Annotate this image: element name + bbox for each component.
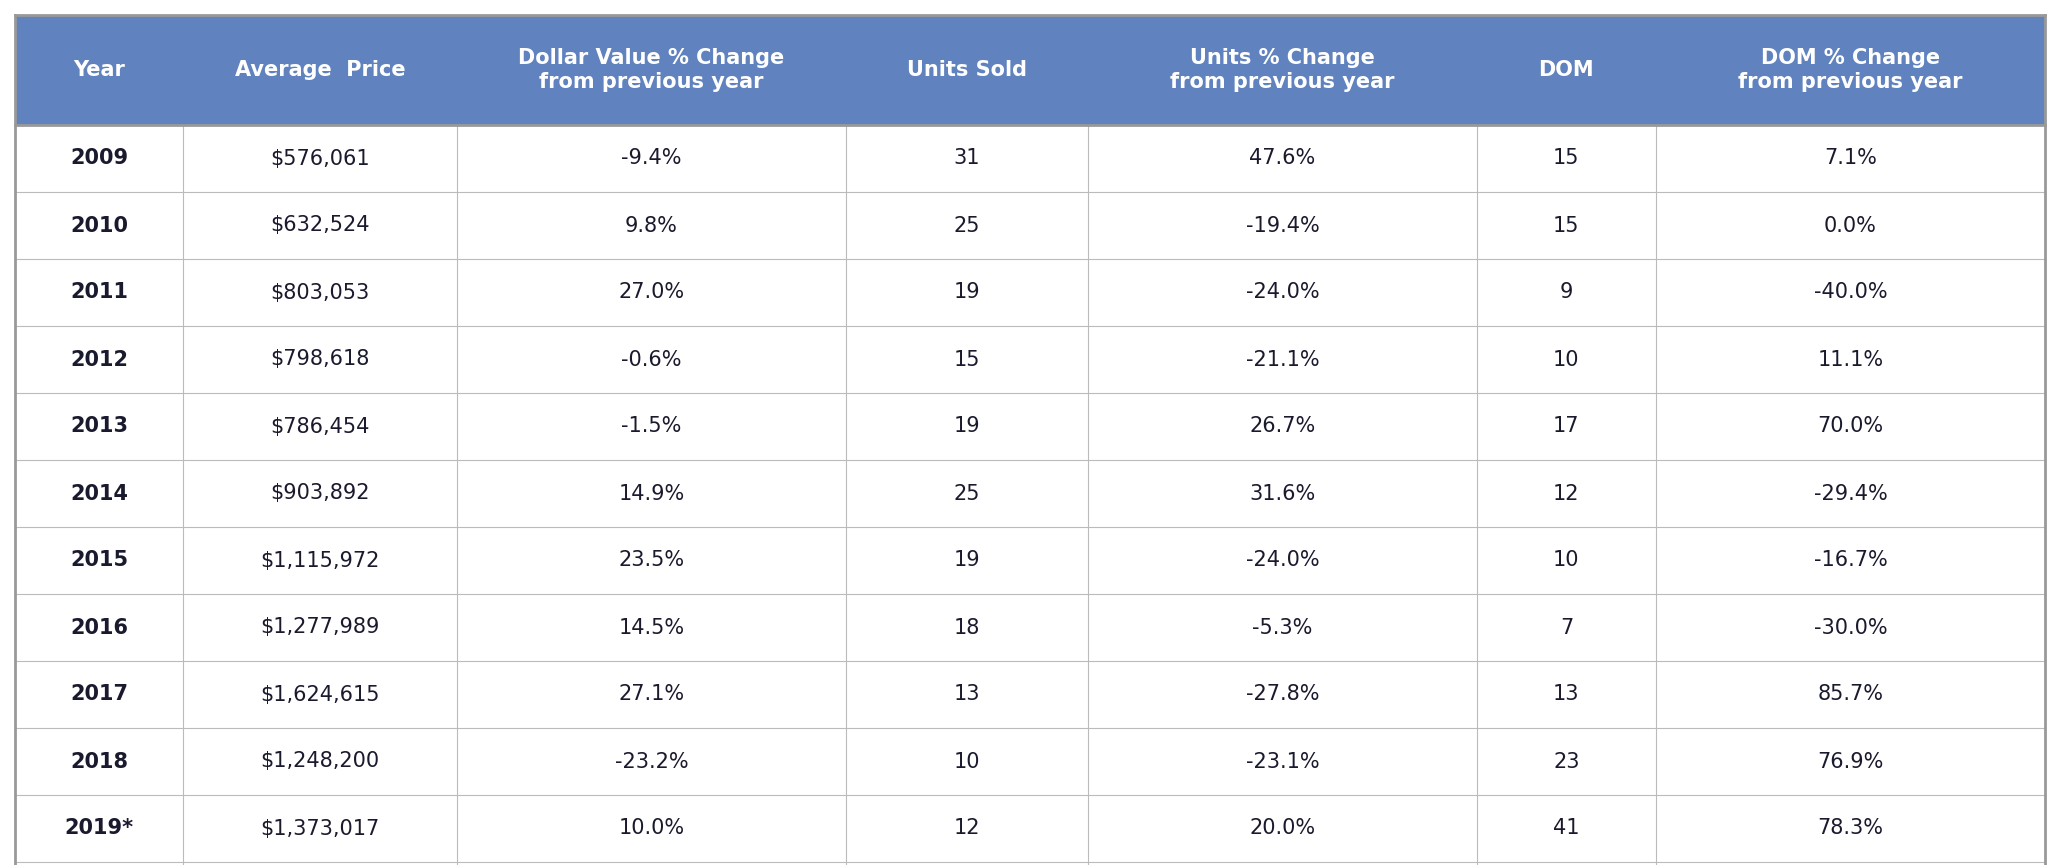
Text: $1,115,972: $1,115,972 <box>260 550 379 571</box>
Text: 26.7%: 26.7% <box>1248 417 1316 437</box>
Bar <box>14 125 2046 192</box>
Bar <box>14 326 2046 393</box>
Text: -16.7%: -16.7% <box>1813 550 1887 571</box>
Text: $786,454: $786,454 <box>270 417 369 437</box>
Text: 27.1%: 27.1% <box>618 684 684 704</box>
Text: 17: 17 <box>1553 417 1580 437</box>
Bar <box>14 192 2046 259</box>
Text: $1,277,989: $1,277,989 <box>260 618 379 638</box>
Bar <box>14 862 2046 865</box>
Text: $1,248,200: $1,248,200 <box>260 752 379 772</box>
Text: 10.0%: 10.0% <box>618 818 684 838</box>
Bar <box>14 15 2046 125</box>
Text: $1,373,017: $1,373,017 <box>260 818 379 838</box>
Text: $632,524: $632,524 <box>270 215 371 235</box>
Text: -21.1%: -21.1% <box>1246 349 1318 369</box>
Text: 41: 41 <box>1553 818 1580 838</box>
Bar <box>14 594 2046 661</box>
Text: -23.1%: -23.1% <box>1246 752 1318 772</box>
Text: 2009: 2009 <box>70 149 128 169</box>
Text: $798,618: $798,618 <box>270 349 369 369</box>
Text: -5.3%: -5.3% <box>1252 618 1312 638</box>
Text: 15: 15 <box>1553 215 1580 235</box>
Text: 9: 9 <box>1559 283 1574 303</box>
Text: 2016: 2016 <box>70 618 128 638</box>
Bar <box>14 795 2046 862</box>
Bar <box>14 661 2046 728</box>
Text: 76.9%: 76.9% <box>1817 752 1883 772</box>
Text: 12: 12 <box>1553 484 1580 503</box>
Text: -40.0%: -40.0% <box>1813 283 1887 303</box>
Text: 2011: 2011 <box>70 283 128 303</box>
Text: $576,061: $576,061 <box>270 149 371 169</box>
Text: 18: 18 <box>954 618 981 638</box>
Text: 2019*: 2019* <box>64 818 134 838</box>
Text: DOM % Change
from previous year: DOM % Change from previous year <box>1739 48 1963 93</box>
Text: 10: 10 <box>954 752 981 772</box>
Text: 10: 10 <box>1553 349 1580 369</box>
Bar <box>14 393 2046 460</box>
Text: $803,053: $803,053 <box>270 283 369 303</box>
Text: 15: 15 <box>1553 149 1580 169</box>
Text: 23.5%: 23.5% <box>618 550 684 571</box>
Text: Units Sold: Units Sold <box>906 60 1026 80</box>
Text: 0.0%: 0.0% <box>1823 215 1877 235</box>
Text: 14.5%: 14.5% <box>618 618 684 638</box>
Text: 78.3%: 78.3% <box>1817 818 1883 838</box>
Text: 9.8%: 9.8% <box>624 215 678 235</box>
Text: 2018: 2018 <box>70 752 128 772</box>
Text: 13: 13 <box>954 684 981 704</box>
Text: 11.1%: 11.1% <box>1817 349 1883 369</box>
Text: -30.0%: -30.0% <box>1813 618 1887 638</box>
Text: 85.7%: 85.7% <box>1817 684 1883 704</box>
Text: 27.0%: 27.0% <box>618 283 684 303</box>
Text: 47.6%: 47.6% <box>1248 149 1316 169</box>
Text: Units % Change
from previous year: Units % Change from previous year <box>1170 48 1395 93</box>
Text: 15: 15 <box>954 349 981 369</box>
Text: $1,624,615: $1,624,615 <box>260 684 379 704</box>
Text: 2014: 2014 <box>70 484 128 503</box>
Text: 19: 19 <box>954 550 981 571</box>
Bar <box>14 527 2046 594</box>
Text: 25: 25 <box>954 215 981 235</box>
Text: -24.0%: -24.0% <box>1246 550 1318 571</box>
Text: 25: 25 <box>954 484 981 503</box>
Text: -1.5%: -1.5% <box>622 417 682 437</box>
Text: 31.6%: 31.6% <box>1248 484 1316 503</box>
Text: $903,892: $903,892 <box>270 484 371 503</box>
Text: -29.4%: -29.4% <box>1813 484 1887 503</box>
Text: 19: 19 <box>954 417 981 437</box>
Text: 2015: 2015 <box>70 550 128 571</box>
Text: 7: 7 <box>1559 618 1574 638</box>
Bar <box>14 460 2046 527</box>
Text: -24.0%: -24.0% <box>1246 283 1318 303</box>
Text: 2012: 2012 <box>70 349 128 369</box>
Text: 20.0%: 20.0% <box>1248 818 1316 838</box>
Text: 12: 12 <box>954 818 981 838</box>
Text: -9.4%: -9.4% <box>622 149 682 169</box>
Text: 31: 31 <box>954 149 981 169</box>
Text: Dollar Value % Change
from previous year: Dollar Value % Change from previous year <box>519 48 785 93</box>
Text: 2010: 2010 <box>70 215 128 235</box>
Text: 70.0%: 70.0% <box>1817 417 1883 437</box>
Text: Average  Price: Average Price <box>235 60 406 80</box>
Bar <box>14 728 2046 795</box>
Text: Year: Year <box>74 60 126 80</box>
Text: -27.8%: -27.8% <box>1246 684 1318 704</box>
Text: DOM: DOM <box>1539 60 1594 80</box>
Text: -23.2%: -23.2% <box>614 752 688 772</box>
Text: 2013: 2013 <box>70 417 128 437</box>
Text: 2017: 2017 <box>70 684 128 704</box>
Text: 14.9%: 14.9% <box>618 484 684 503</box>
Text: 7.1%: 7.1% <box>1823 149 1877 169</box>
Text: 19: 19 <box>954 283 981 303</box>
Text: -19.4%: -19.4% <box>1246 215 1318 235</box>
Text: 23: 23 <box>1553 752 1580 772</box>
Bar <box>14 259 2046 326</box>
Text: -0.6%: -0.6% <box>622 349 682 369</box>
Text: 10: 10 <box>1553 550 1580 571</box>
Text: 13: 13 <box>1553 684 1580 704</box>
